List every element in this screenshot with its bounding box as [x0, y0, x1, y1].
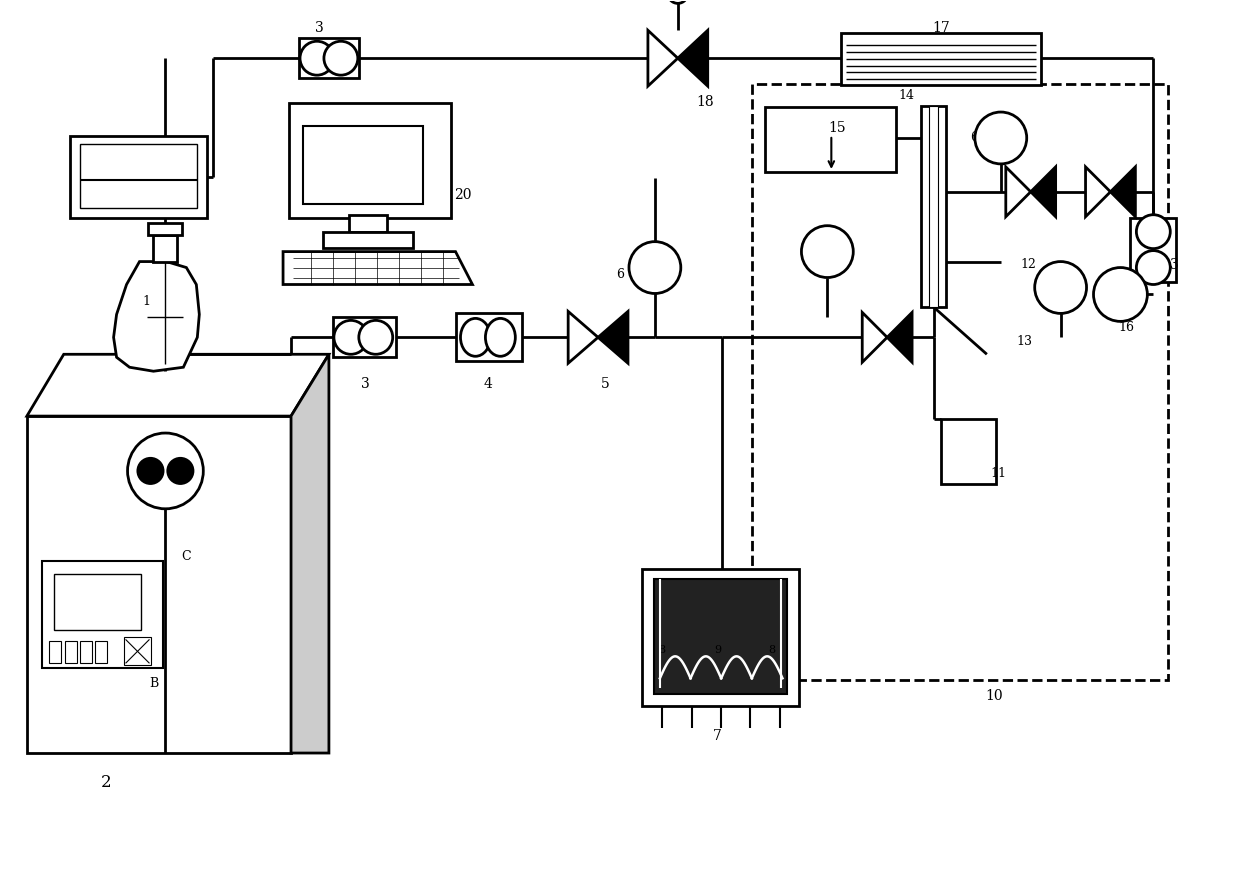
Bar — [653, 579, 787, 694]
Bar — [751, 84, 1168, 680]
Text: C: C — [181, 550, 191, 563]
Polygon shape — [598, 311, 627, 364]
Circle shape — [801, 226, 853, 277]
Bar — [79, 641, 92, 663]
Text: 11: 11 — [991, 468, 1007, 480]
Bar — [48, 641, 61, 663]
Bar — [154, 235, 177, 261]
Text: 4: 4 — [484, 377, 492, 391]
Text: 17: 17 — [932, 21, 950, 36]
Polygon shape — [649, 30, 678, 86]
Text: 5: 5 — [600, 377, 609, 391]
Polygon shape — [283, 252, 472, 284]
Circle shape — [300, 41, 334, 76]
Text: T: T — [651, 262, 658, 273]
Text: B: B — [149, 677, 157, 690]
Text: 3: 3 — [361, 377, 371, 391]
Text: 8: 8 — [768, 645, 775, 655]
Bar — [180, 416, 291, 753]
Text: 6: 6 — [1033, 278, 1040, 291]
Bar — [149, 223, 182, 235]
Circle shape — [358, 320, 393, 355]
Bar — [124, 637, 151, 665]
Bar — [299, 38, 358, 78]
Text: T: T — [1056, 283, 1064, 292]
Bar — [94, 641, 107, 663]
Bar — [455, 314, 522, 361]
Polygon shape — [862, 312, 887, 362]
Bar — [53, 573, 141, 630]
Polygon shape — [1030, 167, 1055, 217]
Bar — [322, 232, 413, 248]
Text: 20: 20 — [454, 188, 471, 202]
Bar — [921, 106, 946, 308]
Text: 3: 3 — [315, 21, 324, 36]
Bar — [841, 33, 1040, 85]
Ellipse shape — [460, 318, 490, 356]
Circle shape — [334, 320, 368, 355]
Text: 7: 7 — [713, 729, 722, 743]
Text: 3: 3 — [1171, 258, 1179, 271]
Text: 16: 16 — [1118, 321, 1135, 334]
Bar — [69, 136, 207, 218]
Circle shape — [128, 433, 203, 509]
Text: 6: 6 — [801, 248, 808, 261]
Circle shape — [1094, 268, 1147, 322]
Bar — [348, 215, 387, 232]
Text: 18: 18 — [696, 95, 713, 109]
Circle shape — [167, 458, 193, 484]
Bar — [941, 419, 996, 484]
Polygon shape — [1006, 167, 1030, 217]
Text: 6: 6 — [616, 268, 624, 281]
Text: 10: 10 — [985, 689, 1003, 703]
Text: 13: 13 — [1017, 335, 1033, 348]
Text: T: T — [997, 133, 1004, 143]
Circle shape — [1034, 261, 1086, 314]
Polygon shape — [114, 261, 200, 372]
Polygon shape — [27, 355, 329, 416]
Circle shape — [324, 41, 358, 76]
Text: 6: 6 — [970, 132, 978, 144]
Bar — [64, 641, 77, 663]
Ellipse shape — [485, 318, 516, 356]
Circle shape — [1136, 215, 1171, 249]
Text: 19: 19 — [98, 158, 115, 172]
Text: P: P — [1117, 290, 1125, 300]
Polygon shape — [678, 30, 708, 86]
Polygon shape — [291, 355, 329, 753]
Circle shape — [975, 112, 1027, 164]
Bar — [27, 416, 291, 753]
Polygon shape — [1111, 167, 1136, 217]
Text: 8: 8 — [658, 645, 666, 655]
Circle shape — [668, 0, 688, 4]
Polygon shape — [568, 311, 598, 364]
Text: T: T — [823, 246, 831, 257]
Circle shape — [138, 458, 164, 484]
Text: 15: 15 — [828, 121, 846, 135]
Bar — [332, 317, 396, 357]
Bar — [42, 561, 164, 669]
Circle shape — [1136, 251, 1171, 284]
Polygon shape — [887, 312, 913, 362]
Text: 1: 1 — [143, 295, 150, 308]
Circle shape — [629, 242, 681, 293]
Text: 2: 2 — [102, 774, 112, 791]
Text: 14: 14 — [898, 89, 914, 101]
Polygon shape — [1085, 167, 1111, 217]
Bar — [642, 569, 800, 706]
Bar — [79, 144, 197, 208]
Bar — [303, 126, 423, 204]
Bar — [289, 103, 450, 218]
Bar — [1131, 218, 1177, 282]
Bar — [765, 107, 897, 172]
Text: 12: 12 — [1021, 258, 1037, 271]
Text: 9: 9 — [714, 645, 722, 655]
Bar — [929, 106, 937, 308]
